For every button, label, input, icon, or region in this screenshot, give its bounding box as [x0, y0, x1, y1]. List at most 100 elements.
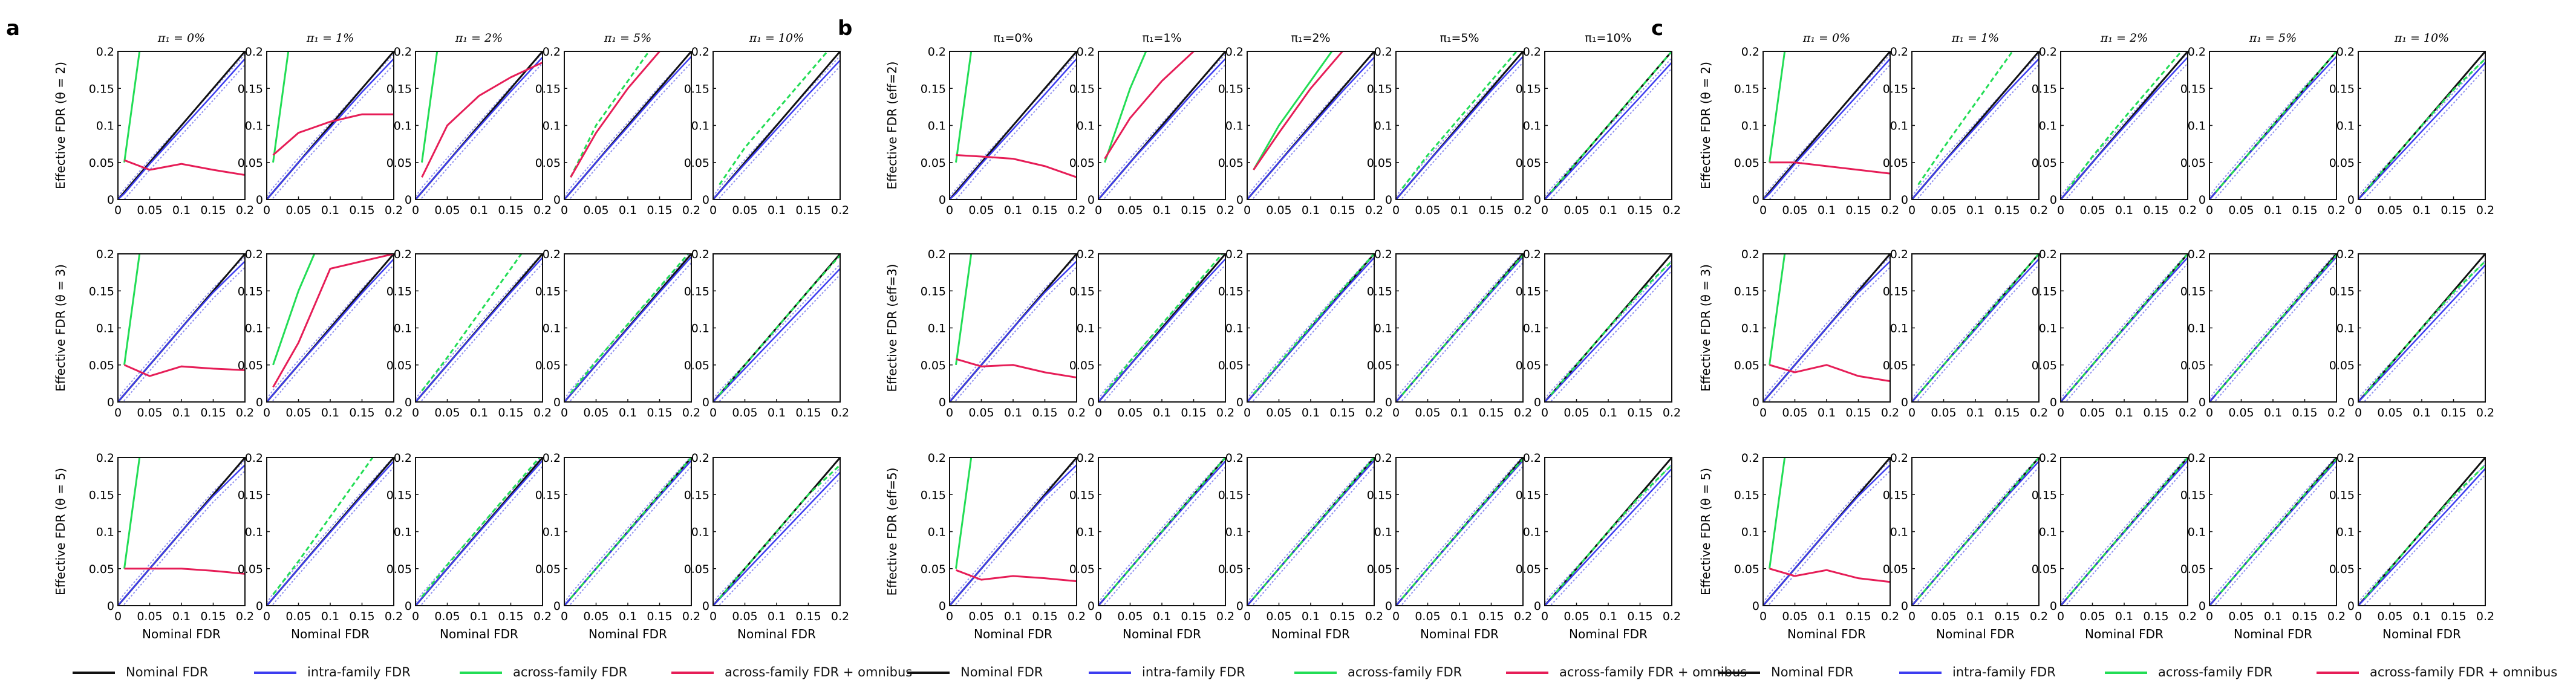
y-tick-label: 0.2: [1077, 452, 1095, 465]
y-tick-label: 0.05: [386, 157, 412, 170]
intra-family-replicate-line: [121, 470, 245, 606]
intra-family-fdr-line: [1763, 261, 1890, 402]
column-title: π₁ = 2%: [455, 31, 503, 45]
y-tick-label: 0.2: [394, 45, 412, 59]
y-tick-label: 0.1: [543, 322, 561, 335]
x-tick-label: 0: [1541, 610, 1548, 623]
y-tick-label: 0.05: [921, 157, 946, 170]
x-tick-label: 0: [1908, 610, 1916, 623]
y-tick-label: 0.1: [1374, 526, 1392, 539]
y-tick-label: 0: [107, 396, 114, 409]
x-tick-label: 0.15: [1994, 406, 2020, 419]
intra-family-fdr-line: [1247, 56, 1374, 199]
y-tick-label: 0.15: [386, 285, 412, 298]
y-tick-label: 0.15: [2032, 285, 2057, 298]
y-tick-label: 0.15: [684, 285, 709, 298]
plot-area: [1545, 458, 1672, 606]
plot-area: [1098, 458, 1225, 606]
x-tick-label: 0.2: [1663, 610, 1681, 623]
y-tick-label: 0: [702, 600, 709, 613]
y-axis-label: Effective FDR (θ = 3): [53, 264, 68, 392]
y-tick-label: 0.05: [2032, 359, 2057, 372]
plot-area: [1912, 51, 2039, 199]
y-tick-label: 0.2: [1890, 45, 1908, 59]
y-tick-label: 0.15: [2180, 285, 2206, 298]
plot-area: [2209, 458, 2336, 606]
subplot-b-r2-c0: 0 0.05 0.1 0.15 0.2 0 0.05 0.1 0.15 0.2 Nominal FD…: [921, 452, 1086, 641]
x-tick-label: 0.05: [1415, 406, 1440, 419]
x-tick-label: 0.05: [434, 406, 460, 419]
x-tick-label: 0.2: [236, 406, 254, 419]
legend-swatch: [1718, 672, 1760, 674]
y-tick-label: 0.05: [89, 563, 114, 576]
x-tick-label: 0.05: [732, 406, 757, 419]
y-tick-label: 0.05: [1516, 563, 1541, 576]
y-tick-label: 0.1: [245, 322, 263, 335]
y-tick-label: 0.2: [1523, 248, 1541, 261]
x-tick-label: 0.15: [1845, 610, 1871, 623]
y-tick-label: 0.15: [921, 488, 946, 502]
plot-frame: [2209, 457, 2337, 606]
across-family-fdr-omnibus-line: [123, 364, 245, 377]
y-tick-label: 0: [939, 193, 946, 207]
x-tick-label: 0.05: [1117, 204, 1143, 217]
across-family-fdr-line: [1104, 458, 1225, 599]
subplot-c-r0-c4: π₁ = 10%00.050.10.150.20 0.05 0.1 0.15 0.2: [2329, 31, 2494, 217]
x-tick-label: 0.1: [1966, 610, 1984, 623]
x-tick-label: 0.1: [1599, 610, 1617, 623]
plot-area: [118, 458, 245, 606]
plot-area: [713, 254, 840, 402]
column-title: π₁ = 5%: [604, 31, 651, 45]
subplot-a-r1-c2: 00.050.10.150.20 0.05 0.1 0.15 0.2: [386, 248, 552, 419]
across-family-fdr-omnibus-line: [956, 154, 1077, 178]
y-tick-label: 0.2: [2039, 452, 2057, 465]
y-tick-label: 0: [702, 396, 709, 409]
x-tick-label: 0.1: [1966, 406, 1984, 419]
x-tick-label: 0.2: [682, 610, 700, 623]
legend-label: intra-family FDR: [1952, 665, 2056, 679]
intra-family-replicate-line: [1545, 260, 1672, 400]
y-tick-label: 0.2: [1741, 452, 1759, 465]
y-tick-label: 0.15: [238, 488, 263, 502]
legend-item-omnibus: across-family FDR + omnibus: [2317, 665, 2557, 679]
x-tick-label: 0.15: [2143, 610, 2168, 623]
y-tick-label: 0.15: [1883, 285, 1908, 298]
y-tick-label: 0.2: [2188, 452, 2206, 465]
x-tick-label: 0.15: [795, 406, 821, 419]
y-tick-label: 0: [1236, 193, 1244, 207]
intra-family-replicate-line: [953, 470, 1077, 606]
column-title: π₁=5%: [1440, 31, 1479, 45]
y-tick-label: 0.1: [1077, 322, 1095, 335]
x-tick-label: 0.1: [1302, 610, 1320, 623]
plot-frame: [1395, 457, 1524, 606]
intra-family-replicate-line: [1101, 264, 1225, 402]
y-tick-label: 0.15: [1516, 488, 1541, 502]
y-tick-label: 0.2: [543, 452, 561, 465]
y-tick-label: 0: [405, 396, 412, 409]
y-tick-label: 0.2: [245, 452, 263, 465]
y-tick-label: 0: [939, 600, 946, 613]
across-family-fdr-line: [1401, 51, 1518, 189]
column-title: π₁ = 10%: [2394, 31, 2449, 45]
x-tick-label: 0.2: [2030, 610, 2048, 623]
y-tick-label: 0.05: [1734, 563, 1759, 576]
y-tick-label: 0.15: [1516, 285, 1541, 298]
across-family-fdr-omnibus-line: [1769, 364, 1890, 383]
plot-area: [1396, 254, 1523, 402]
y-tick-label: 0: [256, 396, 263, 409]
subplot-a-r0-c4: π₁ = 10%00.050.10.150.20 0.05 0.1 0.15 0.2: [684, 31, 849, 217]
y-tick-label: 0.15: [1218, 488, 1244, 502]
plot-frame: [2358, 457, 2486, 606]
plot-frame: [1544, 51, 1672, 200]
across-family-fdr-omnibus-line: [1253, 51, 1344, 170]
intra-family-fdr-line: [267, 58, 394, 199]
x-tick-label: 0: [1095, 406, 1102, 419]
intra-family-fdr-line: [1912, 58, 2039, 199]
across-family-fdr-line: [2215, 254, 2336, 395]
y-tick-label: 0: [2050, 396, 2057, 409]
subplot-b-r0-c0: π₁=0% 0 0.05 0.1 0.15 0.2 0 0.05 0.1 0.15 0.2: [921, 31, 1086, 217]
intra-family-replicate-line: [567, 62, 691, 199]
y-tick-label: 0: [2199, 600, 2206, 613]
